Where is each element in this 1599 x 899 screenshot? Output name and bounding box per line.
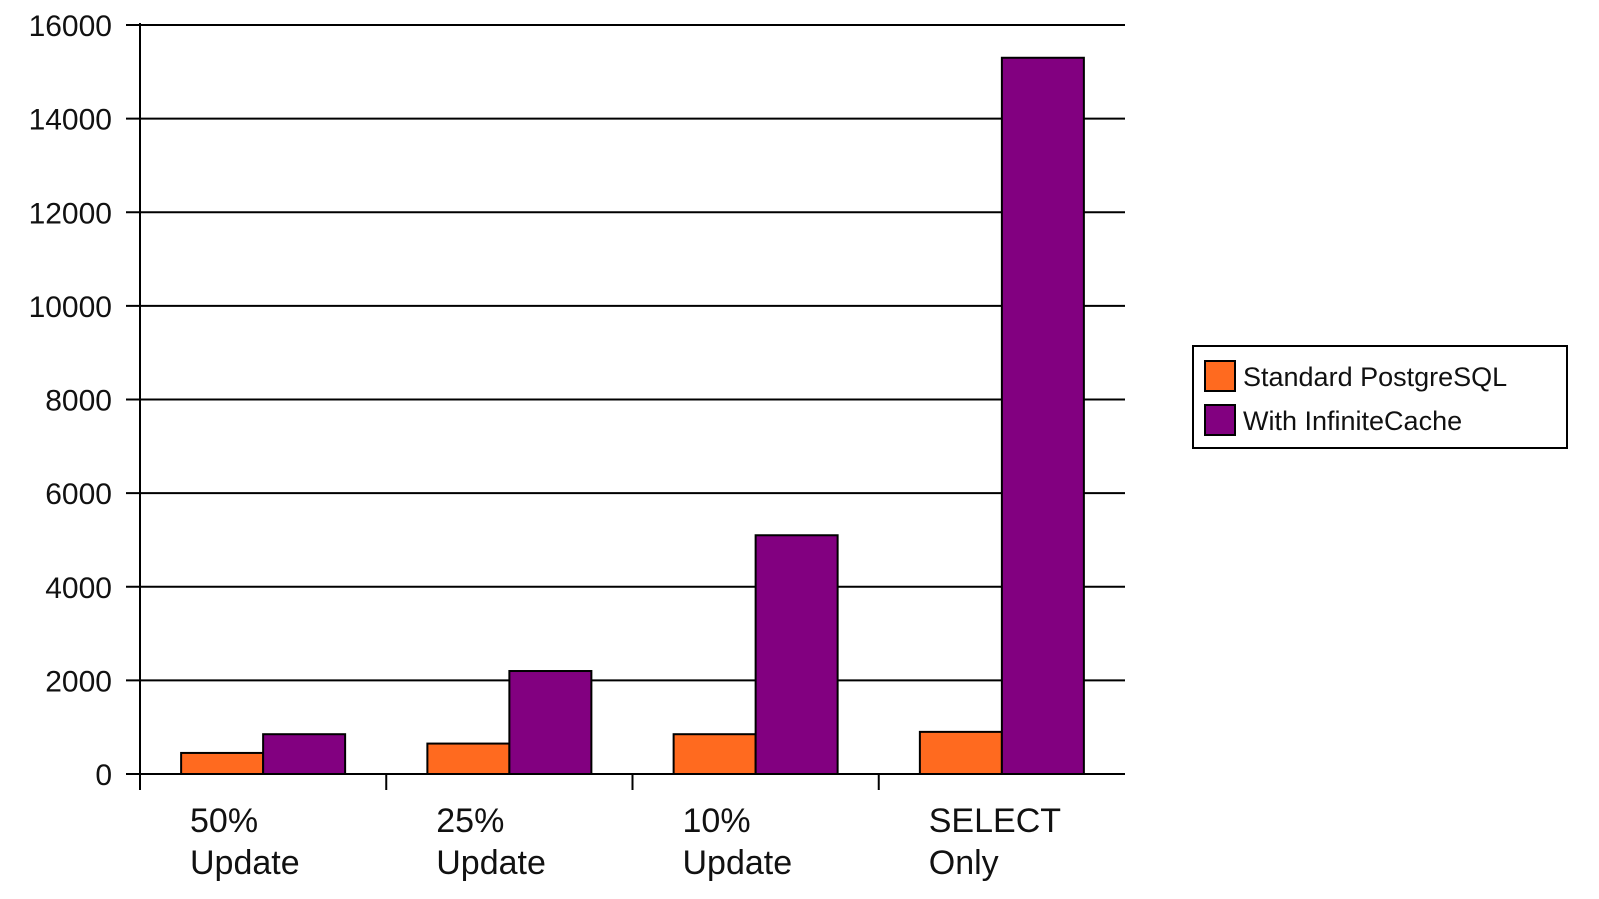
x-category-label-line: 10% [683, 802, 751, 840]
y-tick-label: 16000 [29, 10, 112, 43]
bars [180, 56, 1085, 776]
y-tick-label: 4000 [45, 572, 112, 605]
bar-infinitecache [754, 534, 839, 775]
y-tick-label: 10000 [29, 291, 112, 324]
bar-standard [918, 730, 1003, 776]
y-tick-label: 0 [95, 759, 112, 792]
bar-infinitecache [508, 670, 593, 776]
legend-label: Standard PostgreSQL [1243, 362, 1507, 392]
x-category-label-line: 25% [436, 802, 504, 840]
y-tick-label: 14000 [29, 104, 112, 137]
legend-swatch [1204, 360, 1236, 392]
axes [126, 23, 1125, 790]
x-category-label-line: SELECT [929, 802, 1061, 840]
y-tick-label: 2000 [45, 665, 112, 698]
y-tick-label: 12000 [29, 197, 112, 230]
x-category-label: SELECT Only [929, 802, 1061, 882]
x-category-label: 50% Update [190, 802, 300, 882]
y-tick-label: 6000 [45, 478, 112, 511]
bar-infinitecache [262, 733, 347, 775]
legend-label: With InfiniteCache [1243, 406, 1462, 436]
bar-infinitecache [1000, 56, 1085, 776]
bar-standard [180, 751, 265, 776]
legend-swatch [1204, 404, 1236, 436]
legend-box [1192, 345, 1568, 449]
x-category-label-line: Update [683, 844, 793, 882]
gridlines [140, 24, 1125, 682]
x-axis-category-labels: 50% Update 25% Update 10% Update SELECT Only [190, 802, 1061, 882]
x-category-label-line: Update [190, 844, 300, 882]
legend: Standard PostgreSQL With InfiniteCache [1192, 345, 1568, 449]
y-axis-tick-labels: 0 2000 4000 6000 8000 10000 12000 14000 16000 [29, 10, 112, 792]
x-category-label: 25% Update [436, 802, 546, 882]
x-category-label-line: Update [436, 844, 546, 882]
x-category-label-line: 50% [190, 802, 258, 840]
y-tick-label: 8000 [45, 385, 112, 418]
x-category-label: 10% Update [683, 802, 793, 882]
bar-standard [426, 742, 511, 776]
x-category-label-line: Only [929, 844, 999, 882]
bar-standard [672, 733, 757, 775]
